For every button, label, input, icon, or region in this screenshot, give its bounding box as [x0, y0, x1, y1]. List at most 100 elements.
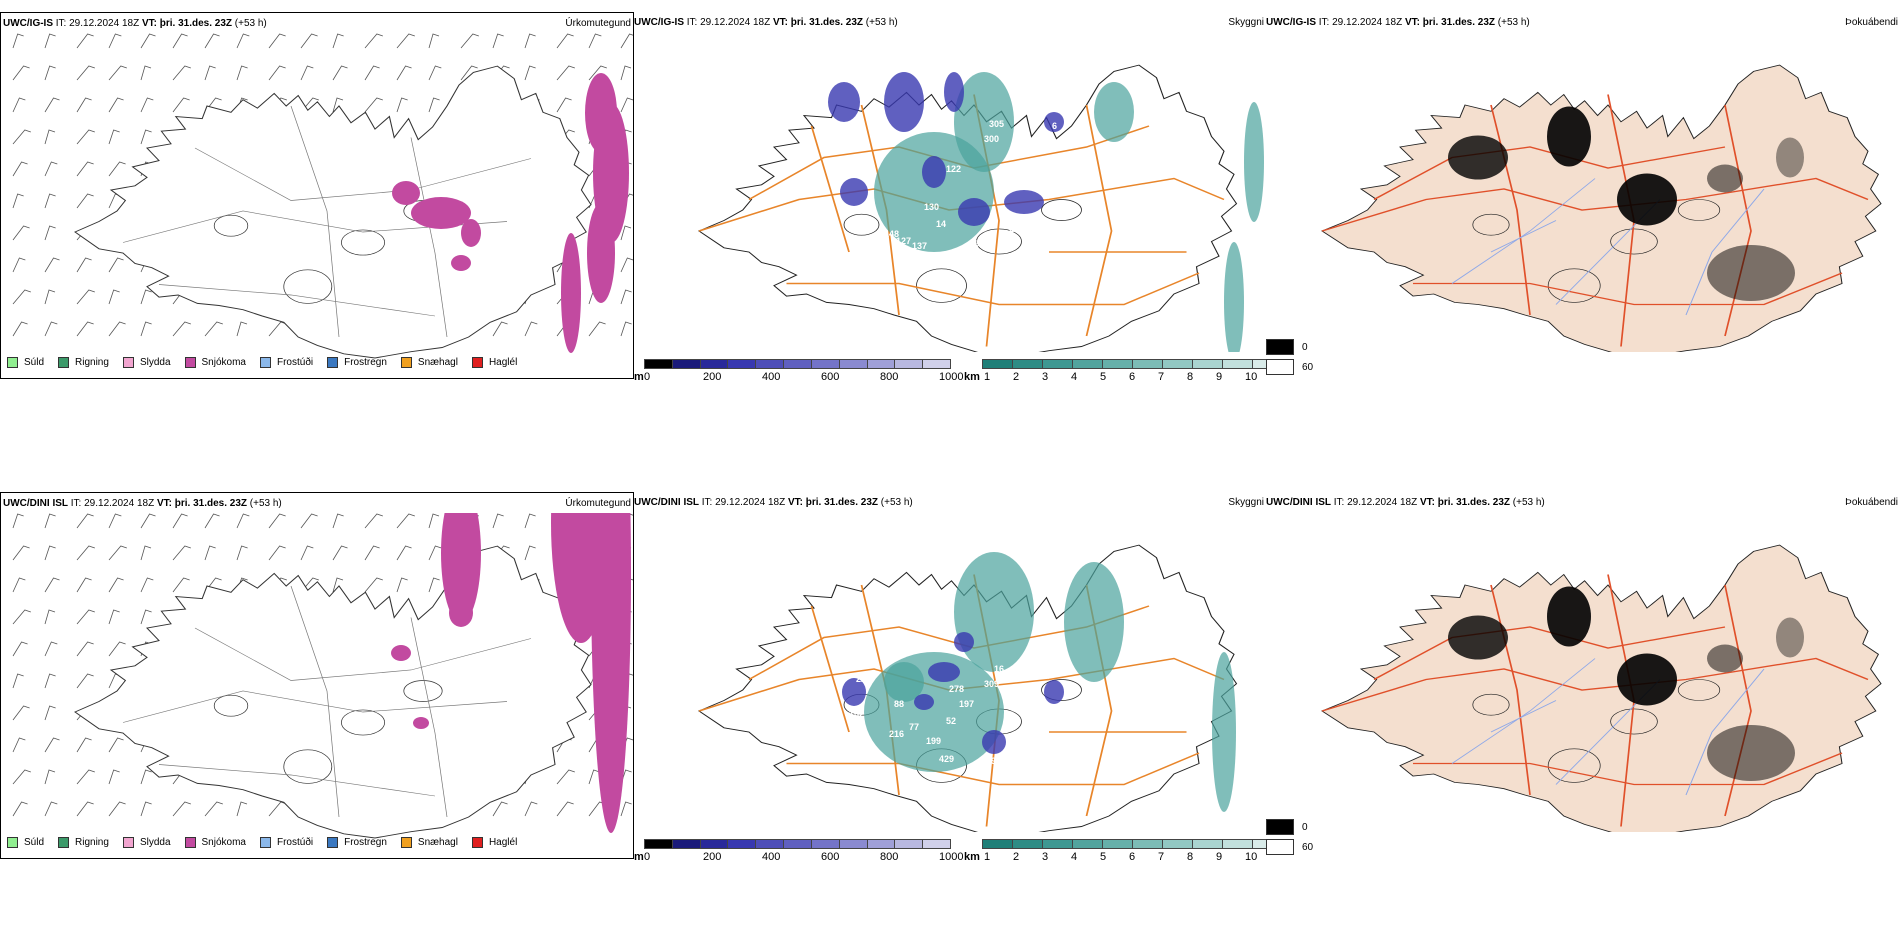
legend-swatch [58, 837, 70, 848]
scale-tick-label: 4 [1071, 851, 1078, 863]
legend-swatch [471, 837, 483, 848]
precip-legend-item: Haglél [471, 837, 517, 848]
legend-swatch [327, 357, 339, 368]
legend-swatch [122, 357, 134, 368]
wind-barb [12, 193, 24, 209]
low-cloudbase-area [928, 662, 960, 682]
precip-legend-item: Haglél [471, 357, 518, 368]
snow-area [451, 255, 471, 271]
wind-barb [12, 65, 30, 81]
wind-barb [12, 321, 28, 337]
fog-area [1547, 106, 1591, 167]
fog-area [1448, 135, 1508, 180]
road [786, 272, 1200, 306]
low-cloudbase-area [944, 72, 964, 112]
low-cloudbase-area [922, 156, 946, 188]
legend-swatch [400, 357, 412, 368]
legend-swatch [259, 837, 271, 848]
low-cloudbase-area [884, 72, 924, 132]
wind-barb [364, 33, 383, 49]
fog-panel-row2: UWC/DINI ISL IT: 29.12.2024 18Z VT: þri.… [1266, 492, 1898, 942]
wind-barb [620, 65, 632, 81]
scale-tick-label: 1000 [939, 371, 964, 383]
coastline [697, 544, 1238, 832]
glacier-outline [283, 749, 333, 784]
scale-tick-label: 600 [821, 851, 840, 863]
wind-barb [108, 65, 127, 81]
legend-swatch [184, 837, 196, 848]
scale-tick-label: 800 [880, 371, 899, 383]
legend-swatch [7, 837, 18, 848]
scale-box [922, 839, 951, 849]
wind-barb [12, 257, 26, 273]
wind-barb [396, 545, 412, 561]
river [1685, 188, 1765, 316]
glacier-outline [1547, 268, 1601, 303]
iceland-land [74, 545, 592, 839]
wind-barb [332, 97, 344, 113]
precip-name-row2: Úrkomutegund [565, 498, 631, 509]
low-visibility-area [954, 552, 1034, 672]
wind-barb [44, 65, 56, 81]
wind-barb [12, 545, 30, 561]
precip-legend-item: Frostregn [327, 357, 387, 368]
wind-barb [44, 97, 60, 113]
cloud-title-row1: UWC/IG-IS IT: 29.12.2024 18Z VT: þri. 31… [634, 17, 898, 28]
glacier-outline [1472, 693, 1510, 716]
fog-area [1547, 586, 1591, 647]
precip-panel-row1: UWC/IG-IS IT: 29.12.2024 18Z VT: þri. 31… [0, 12, 634, 379]
scale-box [982, 359, 1013, 369]
row-1: UWC/IG-IS IT: 29.12.2024 18Z VT: þri. 31… [0, 12, 1900, 383]
legend-label: Frostúði [276, 837, 314, 848]
scale-box [838, 839, 868, 849]
scale-box [1192, 839, 1223, 849]
fog-map-row2 [1321, 544, 1882, 832]
cloudbase-label: 137 [912, 241, 927, 251]
cloudbase-label: 199 [926, 736, 941, 746]
wind-barb [108, 801, 126, 817]
legend-label: Haglél [488, 357, 518, 368]
wind-barb [140, 513, 156, 529]
fog-area [1448, 615, 1508, 660]
wind-barb [44, 641, 58, 657]
legend-label: Rigning [75, 837, 109, 848]
cloudbase-label: 52 [946, 716, 956, 726]
glacier-outline [341, 709, 385, 736]
road [1373, 626, 1726, 681]
scale-box [1162, 359, 1193, 369]
fog-legend-label: 0 [1302, 821, 1308, 833]
wind-barb [556, 33, 574, 49]
snow-area [411, 197, 471, 229]
road [786, 752, 1200, 786]
cloudbase-label: 429 [939, 754, 954, 764]
wind-barb [332, 513, 344, 529]
cloudbase-label: 77 [909, 722, 919, 732]
scale-box [1012, 839, 1043, 849]
precip-map-row1 [12, 33, 633, 359]
wind-barb [492, 513, 504, 529]
wind-barb [12, 161, 28, 177]
wind-barb [428, 545, 442, 561]
wind-barb [76, 321, 94, 337]
scale-tick-label: 200 [703, 851, 722, 863]
low-cloudbase-area [958, 198, 990, 226]
low-cloudbase-area [1044, 680, 1064, 704]
wind-barb [268, 801, 287, 817]
glacier-outline [843, 213, 880, 236]
wind-barb [12, 289, 31, 305]
cloud-name-row2: Skyggni [1228, 497, 1264, 508]
precip-legend-item: Snæhagl [400, 357, 458, 368]
scale-tick-label: 7 [1158, 851, 1165, 863]
wind-barb [76, 673, 94, 689]
scale-box [1162, 839, 1193, 849]
wind-barb [140, 769, 152, 785]
precip-title-row2: UWC/DINI ISL IT: 29.12.2024 18Z VT: þri.… [3, 498, 282, 509]
legend-label: Súld [24, 357, 45, 368]
wind-barb [300, 545, 314, 561]
cloud-panel-row2: UWC/DINI ISL IT: 29.12.2024 18Z VT: þri.… [634, 492, 1283, 942]
wind-barb [524, 545, 536, 561]
scale-box [1042, 839, 1073, 849]
fog-area [1617, 653, 1677, 706]
wind-barb [76, 161, 94, 177]
wind-barb [204, 321, 223, 337]
